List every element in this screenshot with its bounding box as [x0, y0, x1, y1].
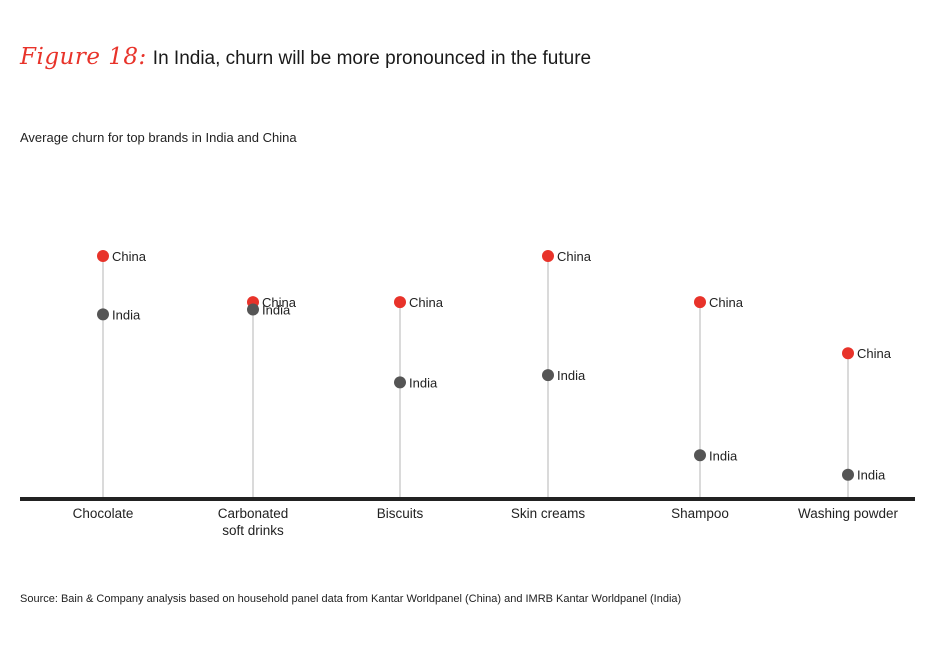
india-point-biscuits	[394, 376, 406, 389]
india-label-biscuits: India	[409, 375, 438, 390]
category-label-skin-creams: Skin creams	[511, 506, 586, 521]
india-point-chocolate	[97, 308, 109, 321]
india-point-shampoo	[694, 449, 706, 462]
figure-title: Figure 18: In India, churn will be more p…	[20, 44, 591, 70]
india-label-carbonated-soft-drinks: India	[262, 302, 291, 317]
china-point-shampoo	[694, 296, 706, 309]
category-label-shampoo: Shampoo	[671, 506, 729, 521]
china-point-washing-powder	[842, 347, 854, 360]
china-point-biscuits	[394, 296, 406, 309]
source-note: Source: Bain & Company analysis based on…	[20, 593, 682, 605]
figure-label: Figure 18:	[20, 44, 147, 70]
china-label-chocolate: China	[112, 249, 147, 264]
category-label-chocolate: Chocolate	[73, 506, 134, 521]
chart-subtitle: Average churn for top brands in India an…	[20, 130, 297, 145]
china-label-carbonated-soft-drinks: China	[262, 295, 297, 310]
china-label-shampoo: China	[709, 295, 744, 310]
india-label-shampoo: India	[709, 448, 738, 463]
china-point-skin-creams	[542, 250, 554, 262]
category-label-biscuits: Biscuits	[377, 506, 424, 521]
china-label-skin-creams: China	[557, 249, 592, 264]
china-label-biscuits: China	[409, 295, 444, 310]
category-label-washing-powder: Washing powder	[798, 506, 899, 521]
india-point-washing-powder	[842, 468, 854, 481]
india-label-chocolate: India	[112, 307, 141, 322]
china-point-chocolate	[97, 250, 109, 262]
figure-heading: In India, churn will be more pronounced …	[152, 48, 592, 69]
india-label-skin-creams: India	[557, 368, 586, 383]
china-label-washing-powder: China	[857, 346, 892, 361]
india-point-carbonated-soft-drinks	[247, 303, 259, 316]
category-label-carbonated-soft-drinks: Carbonated soft drinks	[218, 506, 289, 538]
india-point-skin-creams	[542, 369, 554, 382]
india-label-washing-powder: India	[857, 468, 886, 483]
